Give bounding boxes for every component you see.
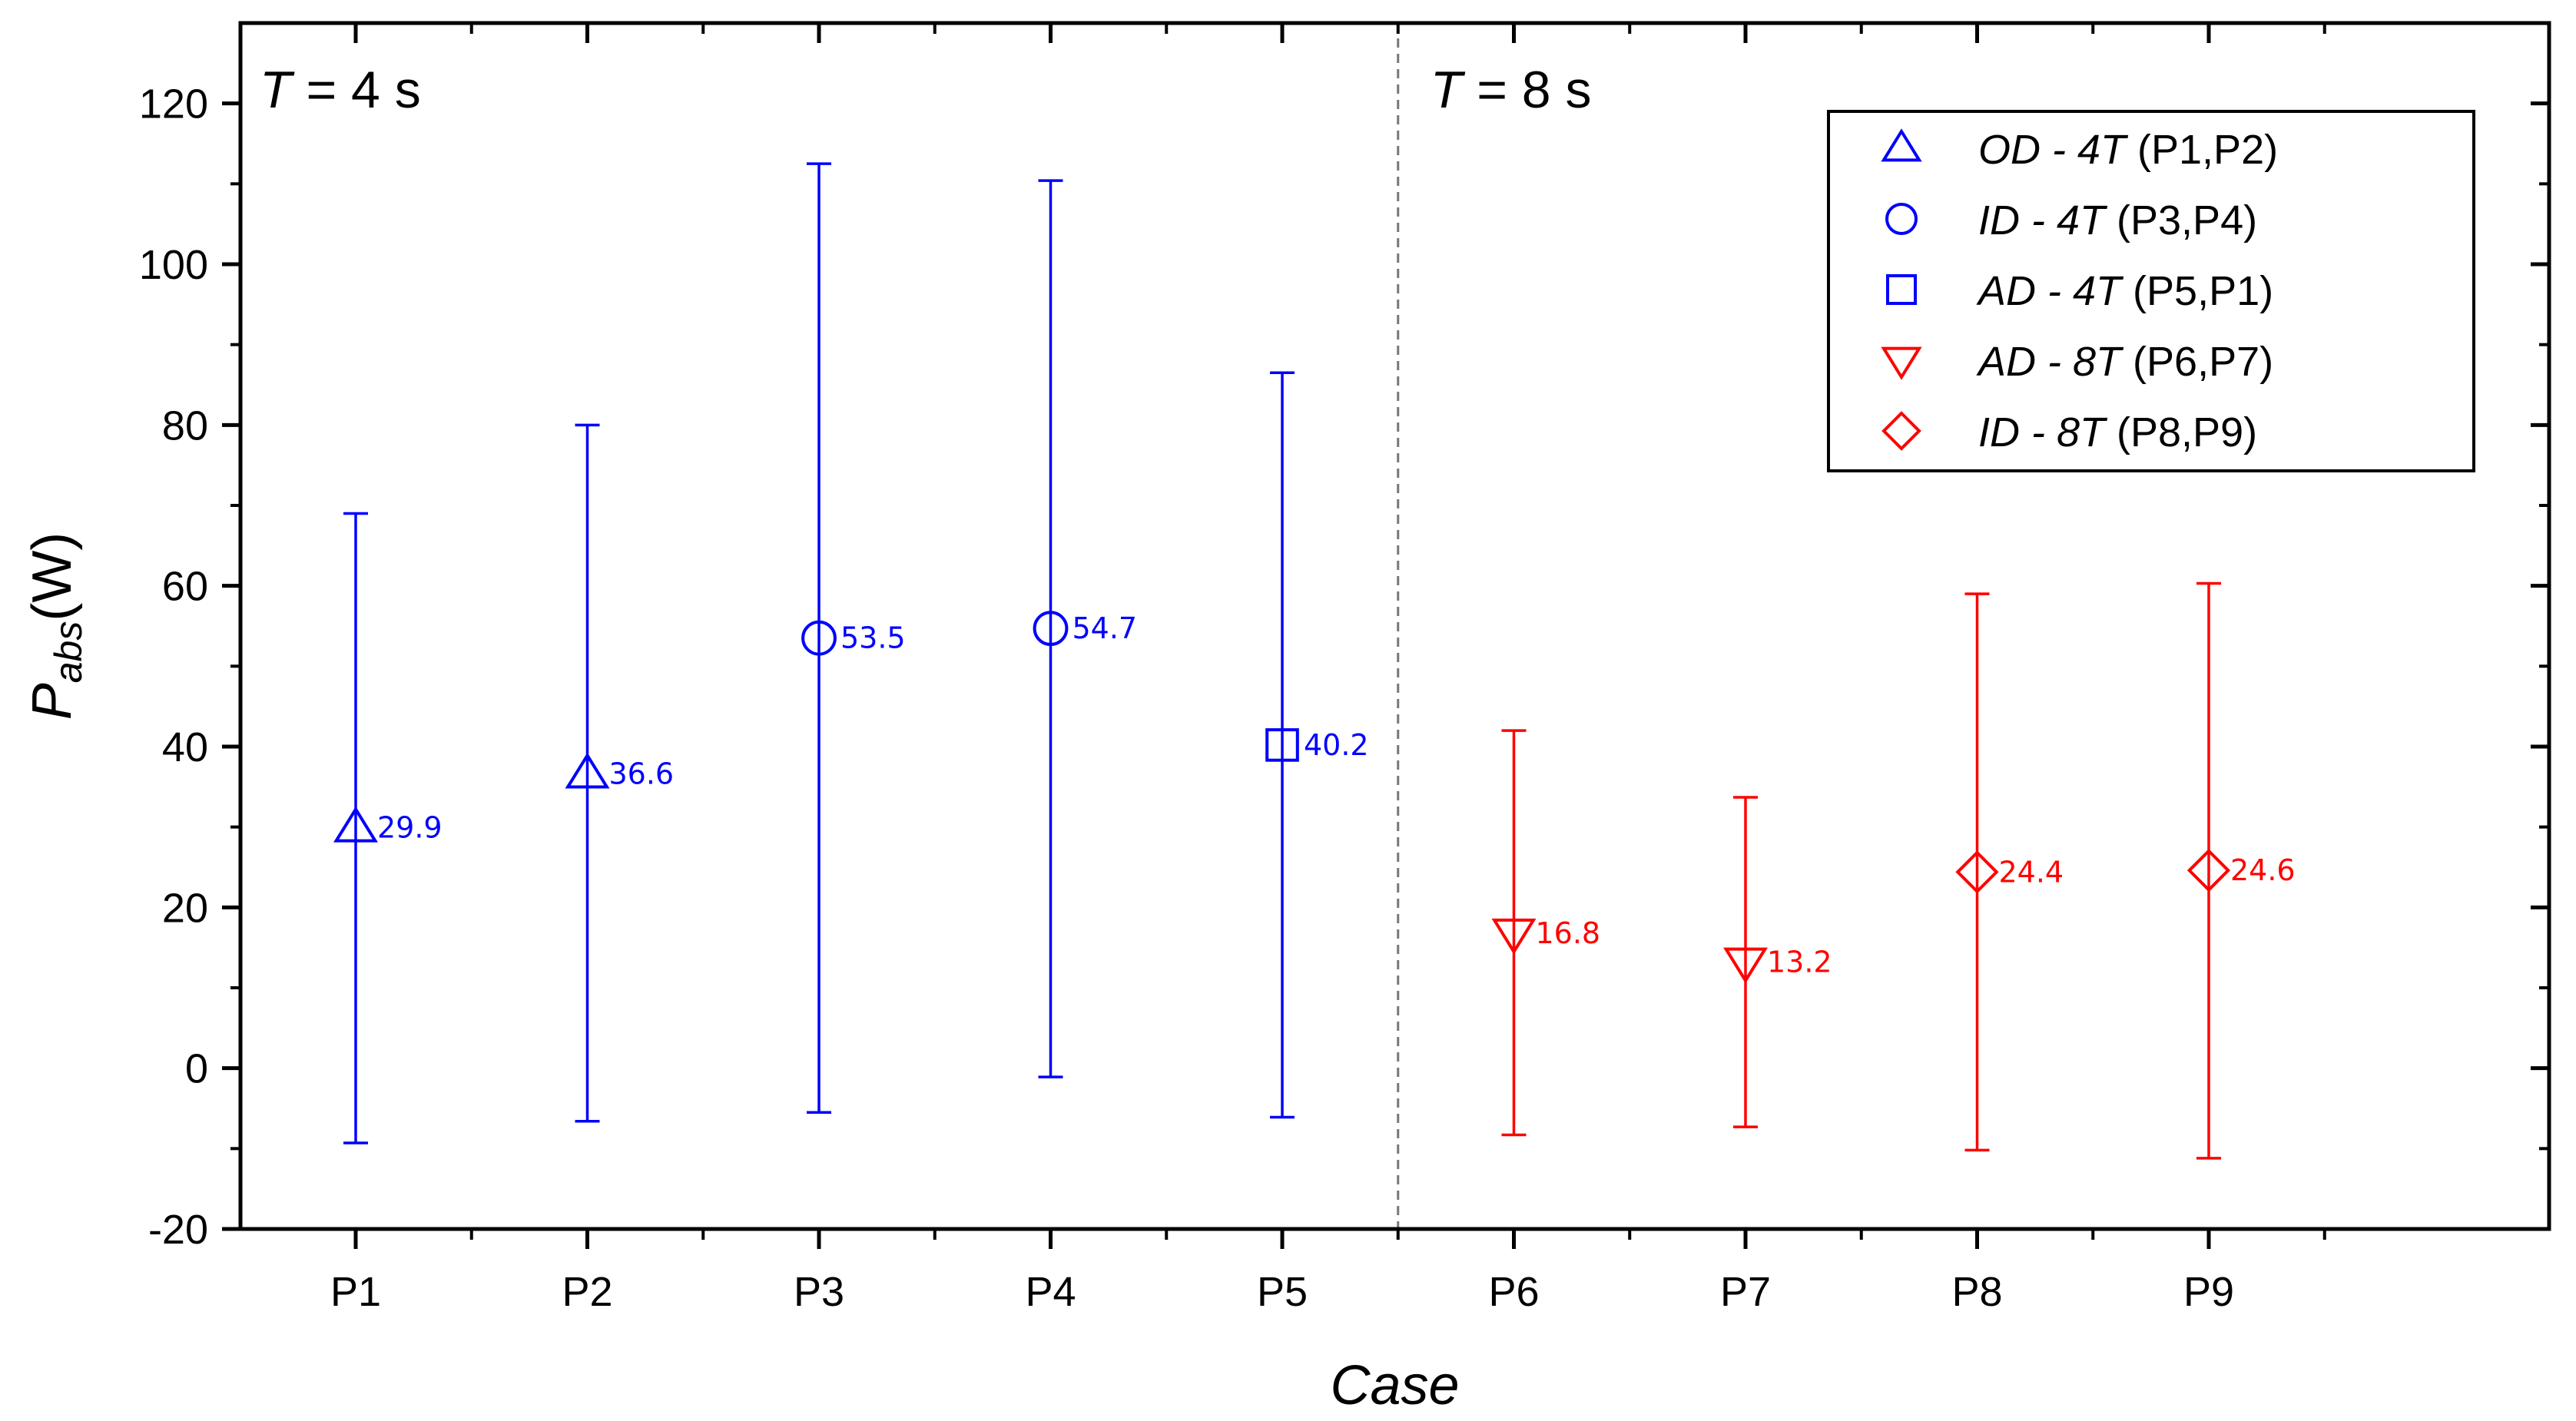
legend-label: AD - 8T (P6,P7): [1976, 339, 2273, 385]
data-point-group: 54.7: [1033, 179, 1138, 1078]
data-label: 40.2: [1304, 728, 1369, 762]
data-label: 16.8: [1536, 916, 1601, 950]
data-marks: 29.9 36.6 53.5 54.7 40.2 16.8 13.2 24.4 24.6: [333, 162, 2296, 1160]
y-tick-label: 60: [162, 564, 208, 610]
data-label: 24.4: [1999, 855, 2064, 889]
x-tick-label: P5: [1257, 1269, 1308, 1315]
data-point-group: 36.6: [565, 423, 675, 1123]
data-point-group: 29.9: [333, 512, 443, 1144]
period-label: T = 8 s: [1431, 61, 1592, 119]
data-label: 29.9: [377, 811, 443, 845]
x-tick-label: P1: [330, 1269, 381, 1315]
data-point-marker: [1723, 947, 1768, 984]
legend-item: ID - 4T (P3,P4): [1885, 197, 2257, 243]
legend-item: AD - 4T (P5,P1): [1886, 268, 2273, 314]
legend-item: OD - 4T (P1,P2): [1881, 127, 2278, 173]
legend-label: AD - 4T (P5,P1): [1976, 268, 2273, 314]
data-point-marker: [801, 620, 837, 656]
y-tick-label: 40: [162, 724, 208, 770]
legend-item: ID - 8T (P8,P9): [1881, 409, 2257, 455]
data-label: 36.6: [609, 757, 675, 791]
x-tick-label: P4: [1025, 1269, 1076, 1315]
y-tick-label: 100: [139, 242, 208, 288]
legend-label: OD - 4T (P1,P2): [1978, 127, 2278, 173]
legend-marker: [1886, 274, 1917, 305]
data-point-marker: [1033, 611, 1069, 647]
data-point-group: 40.2: [1265, 371, 1369, 1119]
legend-marker: [1885, 203, 1918, 235]
x-tick-label: P9: [2183, 1269, 2234, 1315]
data-label: 24.6: [2230, 853, 2296, 887]
period-label: T = 4 s: [260, 61, 421, 119]
data-point-group: 24.6: [2186, 581, 2296, 1160]
axes: -20 0 20 40 60 80 100 120 P1 P2 P3 P4 P5 P6 P7 P8 P9 T = …: [139, 21, 2551, 1315]
x-tick-label: P2: [562, 1269, 612, 1315]
y-tick-label: 20: [162, 885, 208, 931]
x-tick-label: P7: [1720, 1269, 1771, 1315]
data-point-group: 13.2: [1723, 796, 1832, 1128]
legend-label: ID - 4T (P3,P4): [1978, 197, 2257, 243]
legend-marker: [1881, 128, 1922, 162]
data-point-group: 16.8: [1491, 729, 1601, 1137]
x-tick-label: P3: [794, 1269, 844, 1315]
data-point-marker: [333, 806, 378, 843]
data-label: 13.2: [1767, 946, 1832, 979]
y-axis-title: Pabs(W): [22, 532, 90, 720]
data-point-marker: [565, 752, 610, 789]
x-axis-title: Case: [1330, 1355, 1459, 1416]
y-tick-label: 0: [185, 1046, 208, 1092]
legend: OD - 4T (P1,P2) ID - 4T (P3,P4) AD - 4T (P…: [1827, 110, 2475, 472]
x-tick-label: P6: [1488, 1269, 1539, 1315]
legend-marker: [1881, 346, 1922, 380]
plot-frame: [238, 21, 2551, 1231]
y-tick-label: -20: [148, 1207, 208, 1253]
y-tick-label: 120: [139, 81, 208, 128]
data-point-marker: [2186, 849, 2231, 893]
data-point-group: 24.4: [1955, 592, 2064, 1152]
legend-item: AD - 8T (P6,P7): [1881, 339, 2273, 385]
y-tick-label: 80: [162, 402, 208, 449]
data-label: 53.5: [840, 621, 906, 655]
data-point-marker: [1265, 728, 1299, 762]
legend-marker: [1881, 411, 1921, 451]
legend-label: ID - 8T (P8,P9): [1978, 409, 2257, 455]
data-point-group: 53.5: [801, 162, 906, 1114]
x-tick-label: P8: [1951, 1269, 2002, 1315]
data-point-marker: [1955, 850, 1999, 894]
legend-box: [1827, 110, 2475, 472]
data-point-marker: [1491, 918, 1537, 955]
data-label: 54.7: [1073, 611, 1138, 645]
